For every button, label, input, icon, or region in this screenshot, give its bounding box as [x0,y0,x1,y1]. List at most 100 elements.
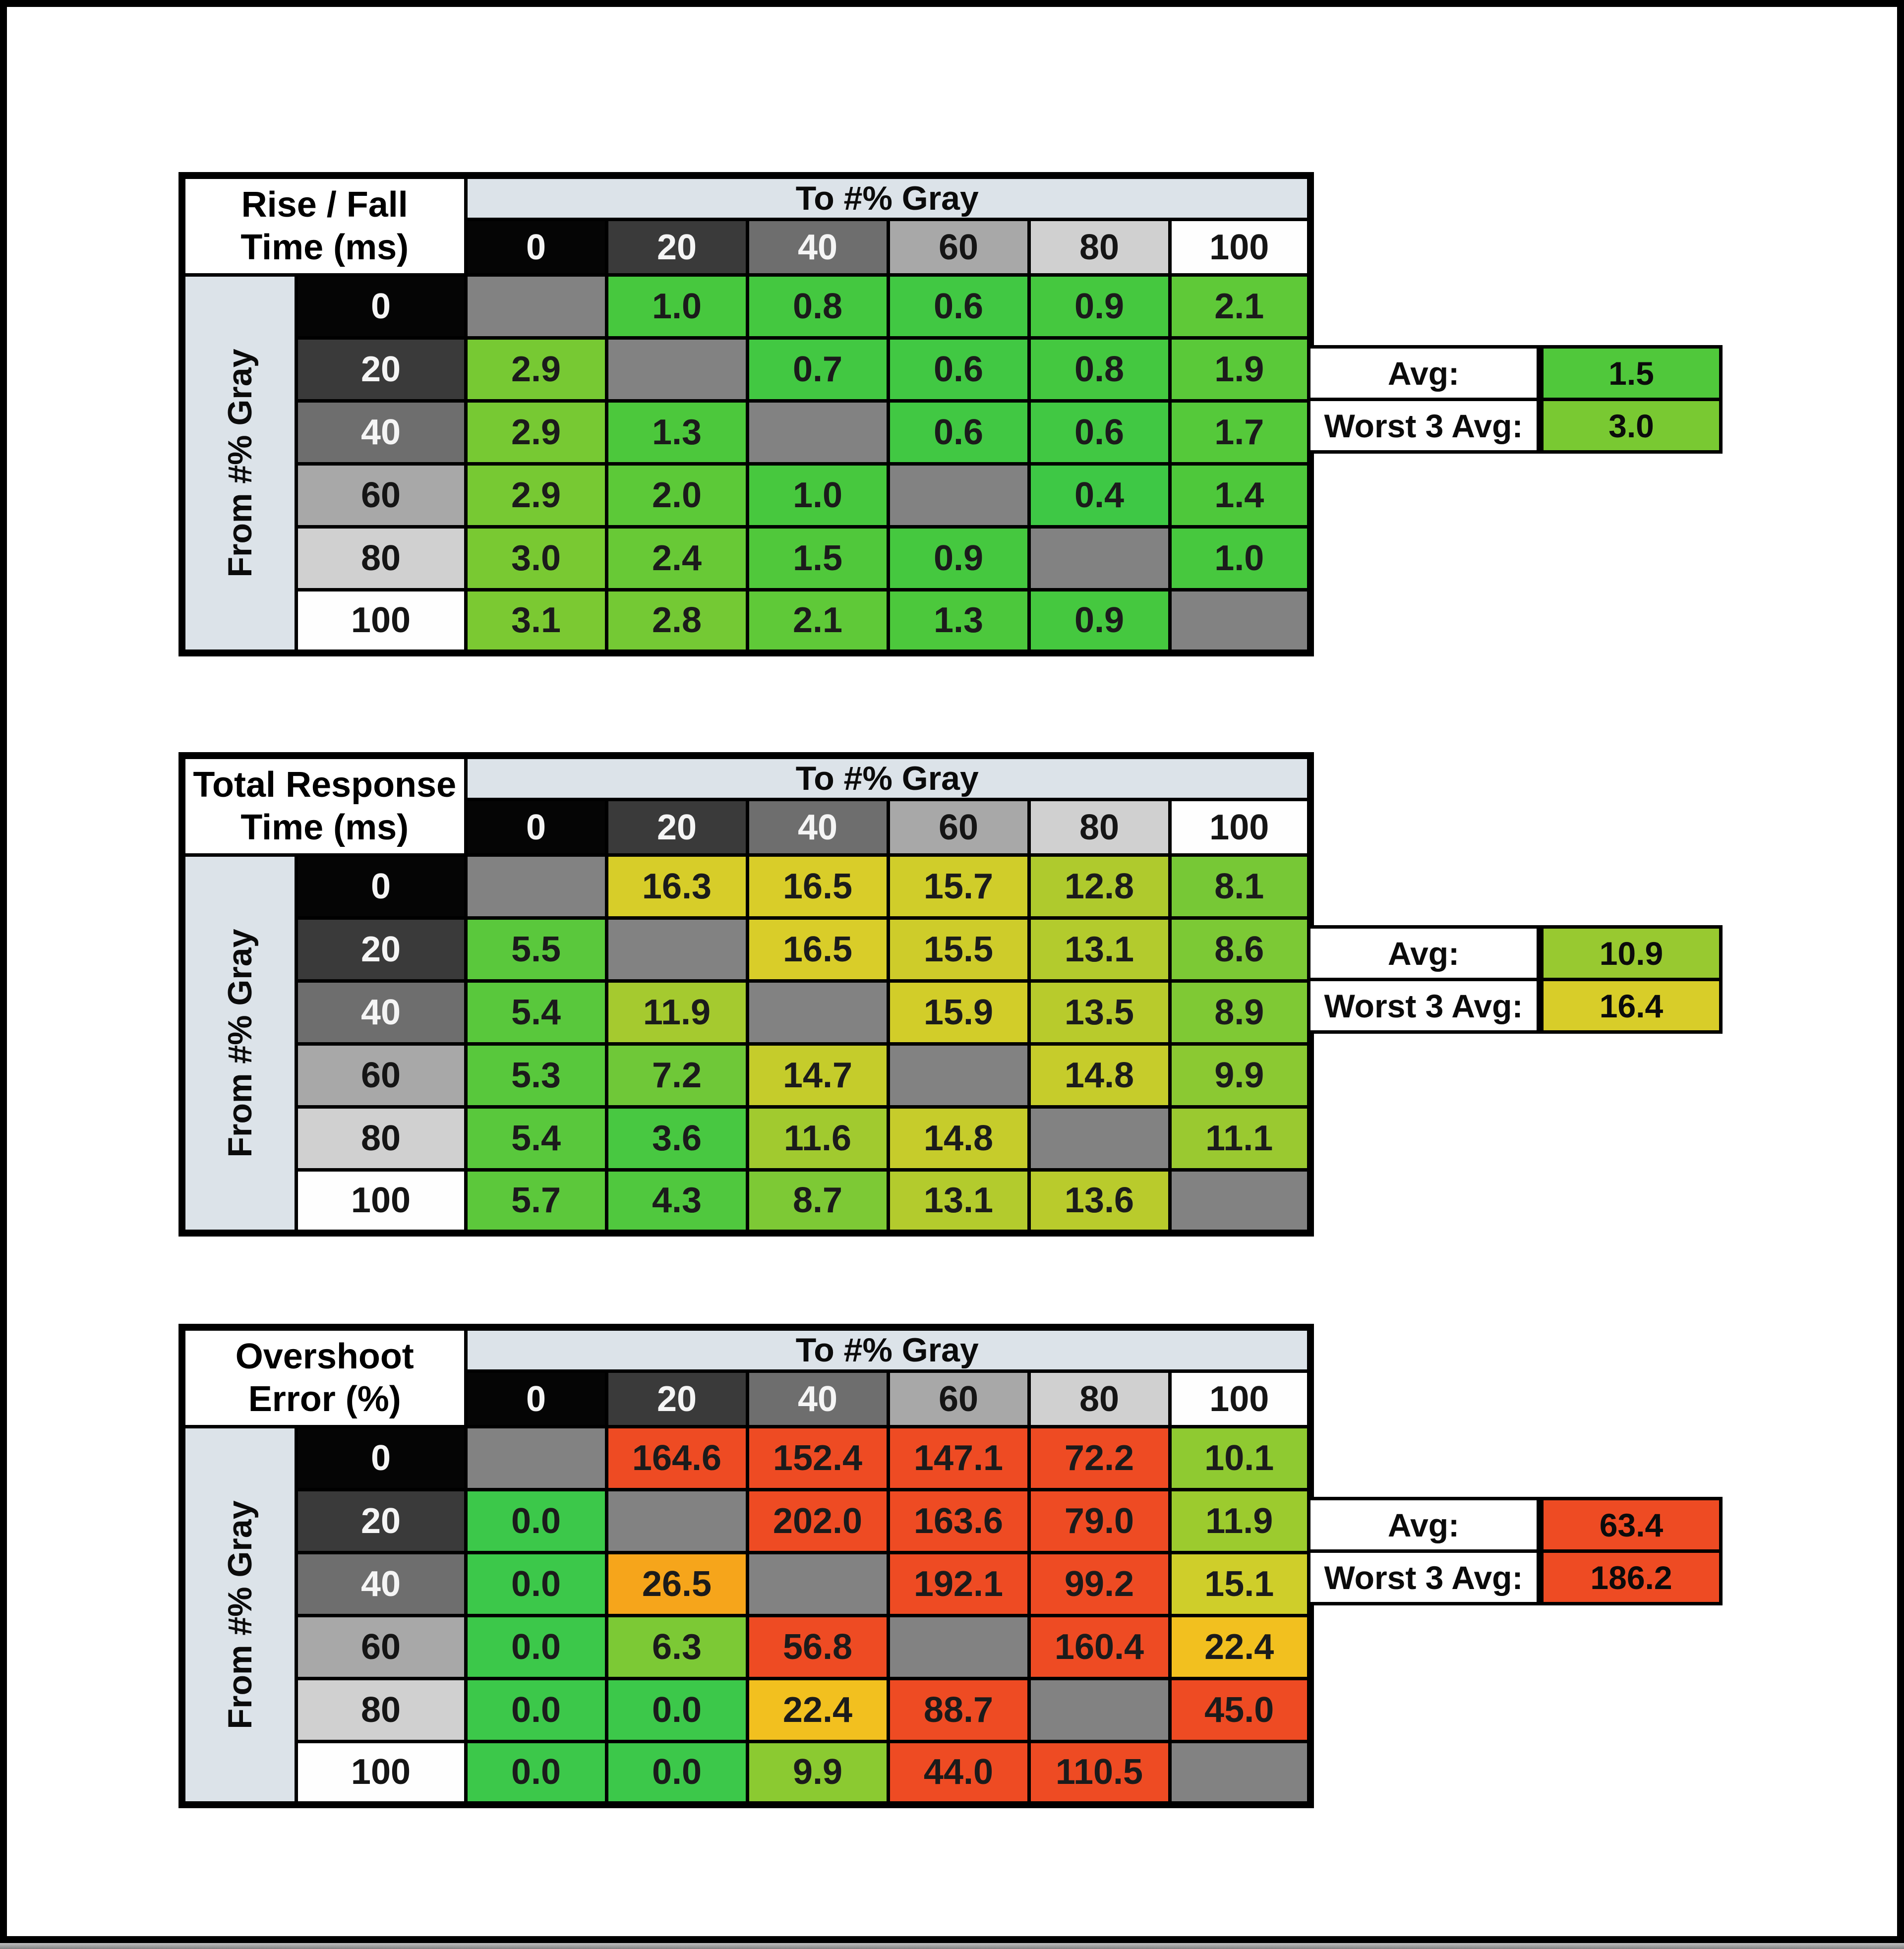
column-header-60: 60 [886,218,1031,277]
matrix-cell-r3-c1: 2.0 [604,462,749,529]
matrix-cell-r4-c5: 1.0 [1168,525,1312,591]
row-header-20: 20 [294,916,468,983]
overshoot-error-table-grid: Overshoot Error (%) To #% Gray 0 20 40 60 80 100… [178,1324,1314,1808]
avg-label: Avg: [1307,345,1540,401]
column-header-80: 80 [1027,218,1172,277]
total-response-time-table-grid: Total Response Time (ms) To #% Gray 0 20 40 60… [178,752,1314,1237]
matrix-cell-r4-c5: 11.1 [1168,1105,1312,1172]
to-gray-header-band: To #% Gray [464,174,1312,221]
matrix-cell-r5-c1: 2.8 [604,588,749,654]
column-header-100: 100 [1168,1369,1312,1428]
matrix-cell-r5-c2: 2.1 [745,588,890,654]
avg-value: 63.4 [1540,1497,1723,1553]
table-title-line1: Overshoot [235,1337,414,1376]
column-header-20: 20 [604,1369,749,1428]
table-title-line2: Time (ms) [240,228,409,267]
matrix-cell-r0-c2: 0.8 [745,273,890,340]
matrix-cell-r3-c2: 1.0 [745,462,890,529]
diagonal-cell-r5-c5 [1168,1740,1312,1806]
matrix-cell-r2-c5: 1.7 [1168,399,1312,466]
column-header-60: 60 [886,798,1031,857]
column-header-20: 20 [604,218,749,277]
matrix-cell-r4-c0: 5.4 [464,1105,608,1172]
matrix-cell-r3-c2: 14.7 [745,1042,890,1109]
column-header-40: 40 [745,218,890,277]
worst-3-avg-label: Worst 3 Avg: [1307,398,1540,454]
row-header-80: 80 [294,1105,468,1172]
table-title: Rise / Fall Time (ms) [180,174,468,277]
row-header-80: 80 [294,1677,468,1743]
table-title-line2: Error (%) [248,1379,401,1419]
table-title-line1: Total Response [193,765,457,805]
matrix-cell-r3-c4: 160.4 [1027,1614,1172,1680]
diagonal-cell-r2-c2 [745,399,890,466]
row-header-0: 0 [294,1425,468,1491]
worst-3-avg-label: Worst 3 Avg: [1307,978,1540,1034]
avg-label: Avg: [1307,925,1540,981]
table-title: Overshoot Error (%) [180,1325,468,1428]
rise-fall-time-table-grid: Rise / Fall Time (ms) To #% Gray 0 20 40 60 80 1… [178,172,1314,656]
matrix-cell-r5-c2: 8.7 [745,1168,890,1235]
matrix-cell-r5-c4: 13.6 [1027,1168,1172,1235]
matrix-cell-r4-c1: 2.4 [604,525,749,591]
column-header-0: 0 [464,1369,608,1428]
matrix-cell-r5-c2: 9.9 [745,1740,890,1806]
row-header-60: 60 [294,462,468,529]
worst-3-avg-value: 186.2 [1540,1549,1723,1605]
matrix-cell-r3-c1: 7.2 [604,1042,749,1109]
matrix-cell-r3-c0: 0.0 [464,1614,608,1680]
matrix-cell-r4-c2: 22.4 [745,1677,890,1743]
matrix-cell-r3-c1: 6.3 [604,1614,749,1680]
total-response-time-table-summary: Avg: 10.9 Worst 3 Avg: 16.4 [1307,925,1723,1034]
matrix-cell-r5-c3: 1.3 [886,588,1031,654]
row-header-100: 100 [294,1168,468,1235]
matrix-cell-r2-c0: 0.0 [464,1551,608,1617]
matrix-cell-r0-c5: 10.1 [1168,1425,1312,1491]
matrix-cell-r5-c3: 13.1 [886,1168,1031,1235]
row-header-40: 40 [294,1551,468,1617]
matrix-cell-r4-c2: 1.5 [745,525,890,591]
matrix-cell-r2-c3: 15.9 [886,979,1031,1046]
matrix-cell-r0-c4: 72.2 [1027,1425,1172,1491]
table-title-line1: Rise / Fall [241,185,408,225]
matrix-cell-r0-c1: 1.0 [604,273,749,340]
matrix-cell-r0-c3: 147.1 [886,1425,1031,1491]
worst-3-avg-value: 3.0 [1540,398,1723,454]
diagonal-cell-r3-c3 [886,1614,1031,1680]
column-header-20: 20 [604,798,749,857]
matrix-cell-r2-c1: 26.5 [604,1551,749,1617]
matrix-cell-r2-c5: 15.1 [1168,1551,1312,1617]
diagonal-cell-r5-c5 [1168,1168,1312,1235]
diagonal-cell-r1-c1 [604,336,749,403]
matrix-cell-r5-c1: 0.0 [604,1740,749,1806]
diagonal-cell-r0-c0 [464,273,608,340]
column-header-0: 0 [464,218,608,277]
matrix-cell-r0-c5: 2.1 [1168,273,1312,340]
matrix-cell-r3-c5: 1.4 [1168,462,1312,529]
diagonal-cell-r4-c4 [1027,525,1172,591]
matrix-cell-r0-c4: 0.9 [1027,273,1172,340]
matrix-cell-r3-c4: 14.8 [1027,1042,1172,1109]
matrix-cell-r1-c0: 2.9 [464,336,608,403]
matrix-cell-r2-c0: 2.9 [464,399,608,466]
matrix-cell-r2-c5: 8.9 [1168,979,1312,1046]
avg-value: 10.9 [1540,925,1723,981]
matrix-cell-r4-c3: 14.8 [886,1105,1031,1172]
table-title-line2: Time (ms) [240,808,409,847]
row-header-0: 0 [294,853,468,920]
row-header-20: 20 [294,336,468,403]
matrix-cell-r5-c0: 5.7 [464,1168,608,1235]
matrix-cell-r5-c3: 44.0 [886,1740,1031,1806]
column-header-80: 80 [1027,1369,1172,1428]
matrix-cell-r5-c4: 110.5 [1027,1740,1172,1806]
matrix-cell-r0-c4: 12.8 [1027,853,1172,920]
from-gray-label: From #% Gray [221,349,259,578]
row-header-0: 0 [294,273,468,340]
column-header-0: 0 [464,798,608,857]
matrix-cell-r5-c0: 3.1 [464,588,608,654]
column-header-40: 40 [745,798,890,857]
matrix-cell-r0-c1: 164.6 [604,1425,749,1491]
row-header-40: 40 [294,399,468,466]
matrix-cell-r2-c4: 0.6 [1027,399,1172,466]
diagonal-cell-r3-c3 [886,1042,1031,1109]
